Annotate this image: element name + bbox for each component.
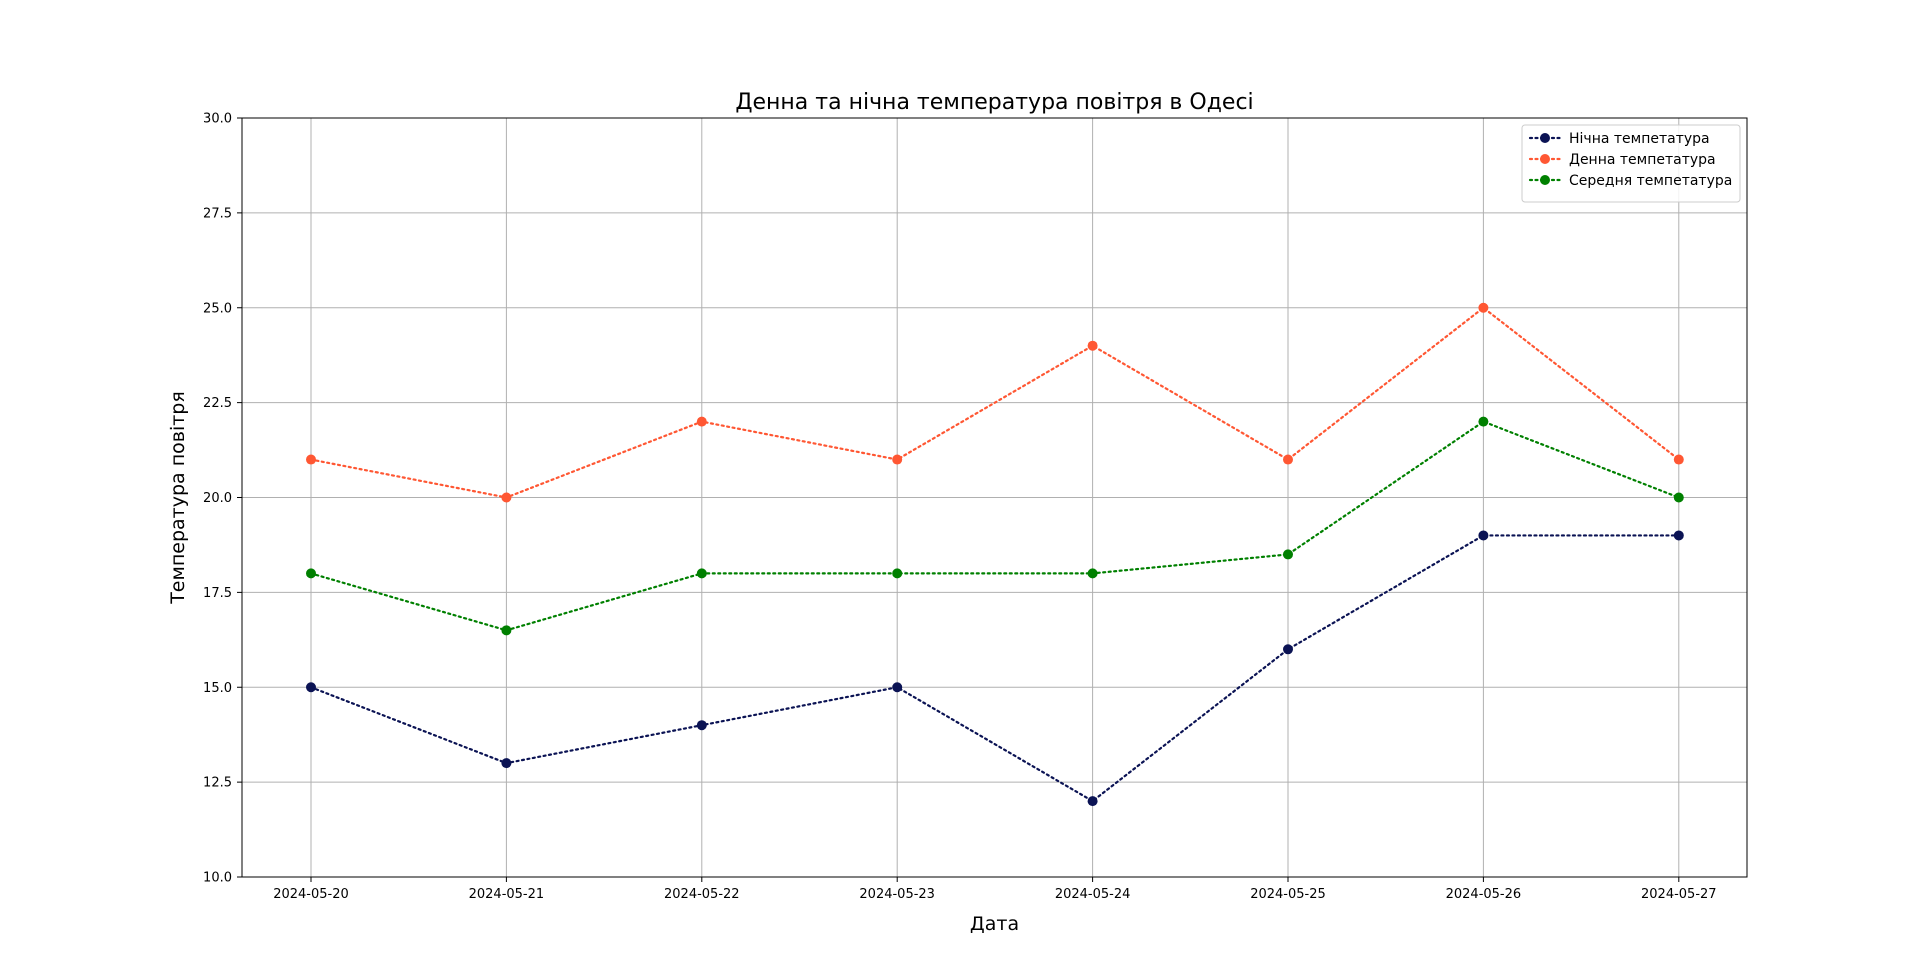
data-point (501, 758, 512, 769)
y-axis-label: Температура повітря (167, 391, 189, 605)
x-axis-label: Дата (970, 913, 1019, 935)
y-tick-label: 25.0 (203, 301, 232, 316)
data-point (501, 492, 512, 503)
data-point (696, 568, 707, 579)
data-point (696, 416, 707, 427)
data-point (1283, 549, 1293, 560)
data-point (1673, 492, 1684, 503)
y-tick-label: 30.0 (203, 112, 232, 127)
data-point (1478, 416, 1489, 427)
legend-marker-3 (1540, 175, 1550, 185)
data-point (1087, 796, 1098, 807)
x-tick-label: 2024-05-24 (1055, 887, 1131, 902)
data-point (696, 720, 707, 731)
y-tick-label: 27.5 (203, 206, 232, 221)
data-point (1478, 530, 1489, 541)
x-tick-label: 2024-05-26 (1446, 887, 1522, 902)
data-point (892, 568, 903, 579)
chart-title: Денна та нічна температура повітря в Оде… (735, 90, 1253, 115)
axes: 10.0 12.5 15.0 17.5 20.0 22.5 25.0 27.5 30.0 2024… (203, 112, 1717, 903)
y-tick-label: 17.5 (203, 586, 232, 601)
y-tick-label: 12.5 (203, 776, 232, 791)
x-tick-label: 2024-05-20 (273, 887, 349, 902)
data-point (306, 454, 316, 465)
data-point (501, 625, 512, 636)
x-tick-label: 2024-05-22 (664, 887, 740, 902)
data-point (1673, 454, 1684, 465)
legend-marker-2 (1540, 154, 1550, 164)
legend: Нічна темпетатура Денна темпетатура Середн… (1521, 124, 1741, 203)
data-point (1283, 454, 1293, 465)
legend-box (1521, 124, 1741, 203)
data-point (892, 682, 903, 693)
series-line-1 (309, 534, 1680, 803)
x-tick-label: 2024-05-23 (859, 887, 935, 902)
legend-marker-1 (1540, 133, 1550, 143)
x-tick-label: 2024-05-21 (469, 887, 545, 902)
x-tick-label: 2024-05-27 (1641, 887, 1717, 902)
data-point (306, 568, 316, 579)
y-tick-label: 15.0 (203, 681, 232, 696)
x-tick-label: 2024-05-25 (1250, 887, 1326, 902)
legend-label-2: Денна темпетатура (1569, 152, 1716, 168)
data-point (1673, 530, 1684, 541)
y-tick-label: 20.0 (203, 491, 232, 506)
data-point (306, 682, 316, 693)
y-tick-label: 10.0 (203, 871, 232, 886)
data-point (892, 454, 903, 465)
series-line-2 (309, 306, 1680, 499)
data-point (1283, 644, 1293, 655)
series-group (306, 302, 1684, 807)
legend-label-3: Середня темпетатура (1569, 173, 1732, 189)
series-line-3 (309, 420, 1680, 632)
y-tick-label: 22.5 (203, 396, 232, 411)
data-point (1087, 340, 1098, 351)
legend-label-1: Нічна темпетатура (1569, 131, 1710, 147)
data-point (1087, 568, 1098, 579)
data-point (1478, 302, 1489, 313)
